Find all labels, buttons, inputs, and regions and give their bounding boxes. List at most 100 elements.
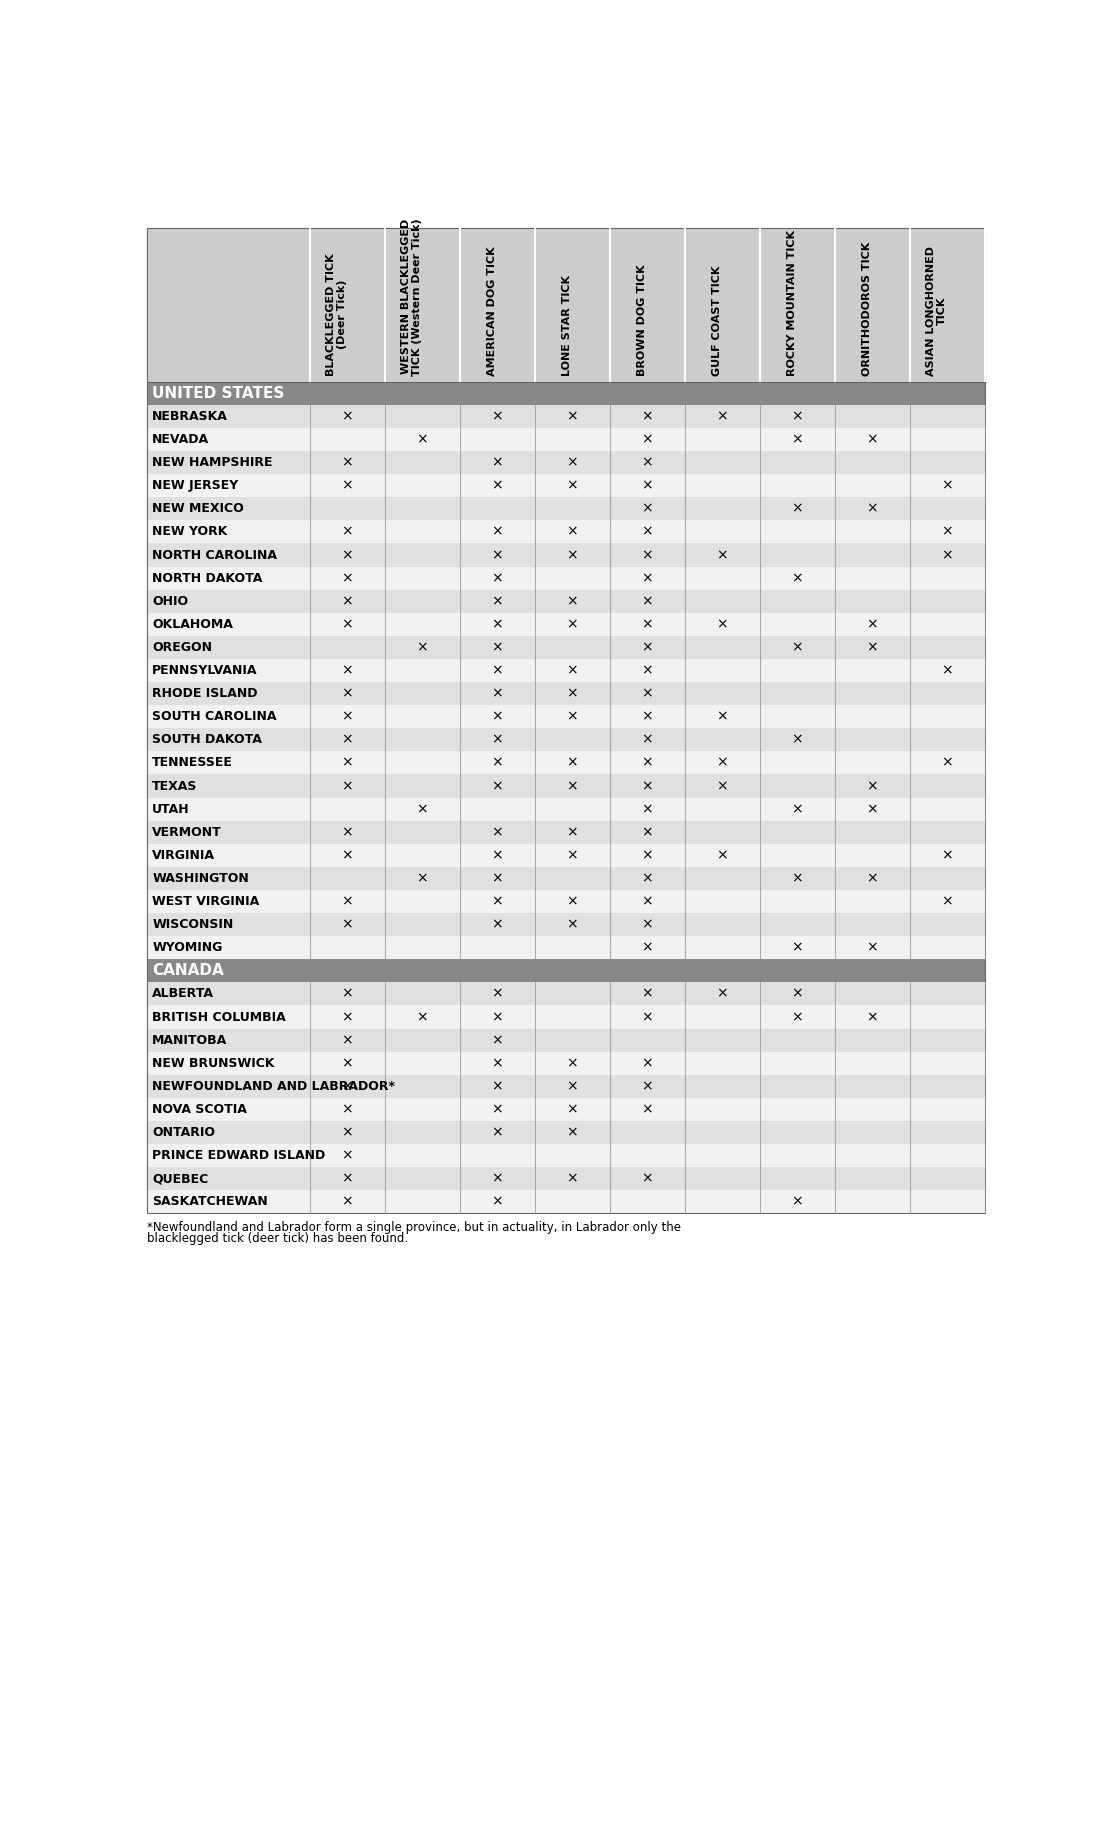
- Text: ×: ×: [491, 479, 503, 493]
- Text: WESTERN BLACKLEGGED
TICK (Western Deer Tick): WESTERN BLACKLEGGED TICK (Western Deer T…: [401, 218, 422, 376]
- Text: NEBRASKA: NEBRASKA: [152, 411, 228, 424]
- Text: ×: ×: [491, 664, 503, 677]
- Text: ×: ×: [642, 1011, 653, 1023]
- Text: ×: ×: [642, 710, 653, 724]
- Text: ×: ×: [566, 686, 578, 701]
- Bar: [146, 889, 984, 913]
- Text: ×: ×: [642, 503, 653, 515]
- Bar: [146, 1029, 984, 1051]
- Bar: [146, 983, 984, 1005]
- Text: ×: ×: [566, 525, 578, 539]
- Bar: [146, 798, 984, 820]
- Text: ×: ×: [416, 801, 428, 816]
- Text: ×: ×: [341, 686, 353, 701]
- Text: TEXAS: TEXAS: [152, 779, 198, 792]
- Text: ×: ×: [642, 895, 653, 908]
- Bar: [146, 381, 984, 405]
- Text: ×: ×: [491, 525, 503, 539]
- Text: ×: ×: [941, 895, 953, 908]
- Text: ×: ×: [566, 1172, 578, 1187]
- Bar: [146, 774, 984, 798]
- Text: MANITOBA: MANITOBA: [152, 1034, 228, 1047]
- Bar: [146, 475, 984, 497]
- Text: WEST VIRGINIA: WEST VIRGINIA: [152, 895, 260, 908]
- Text: ×: ×: [792, 987, 803, 1001]
- Text: ×: ×: [566, 455, 578, 470]
- Text: ×: ×: [866, 618, 877, 631]
- Bar: [146, 497, 984, 521]
- Text: ×: ×: [941, 525, 953, 539]
- Text: ×: ×: [566, 710, 578, 724]
- Text: SASKATCHEWAN: SASKATCHEWAN: [152, 1196, 269, 1209]
- Bar: [146, 867, 984, 889]
- Text: ×: ×: [491, 825, 503, 840]
- Text: ×: ×: [642, 1056, 653, 1071]
- Bar: [146, 613, 984, 636]
- Bar: [146, 1099, 984, 1121]
- Text: ×: ×: [792, 1011, 803, 1023]
- Text: ×: ×: [566, 849, 578, 862]
- Bar: [146, 1190, 984, 1214]
- Text: ×: ×: [491, 1194, 503, 1209]
- Text: ×: ×: [642, 779, 653, 792]
- Text: ×: ×: [491, 710, 503, 724]
- Text: PENNSYLVANIA: PENNSYLVANIA: [152, 664, 258, 677]
- Text: CANADA: CANADA: [152, 963, 225, 978]
- Text: NEW HAMPSHIRE: NEW HAMPSHIRE: [152, 457, 273, 470]
- Text: ×: ×: [491, 734, 503, 746]
- Text: ×: ×: [341, 618, 353, 631]
- Bar: [146, 706, 984, 728]
- Text: NEW MEXICO: NEW MEXICO: [152, 503, 244, 515]
- Text: ×: ×: [491, 686, 503, 701]
- Text: ×: ×: [642, 756, 653, 770]
- Text: UNITED STATES: UNITED STATES: [152, 385, 285, 402]
- Text: ORNITHODOROS TICK: ORNITHODOROS TICK: [862, 242, 872, 376]
- Text: ×: ×: [642, 433, 653, 446]
- Bar: [146, 752, 984, 774]
- Text: ×: ×: [341, 525, 353, 539]
- Text: ×: ×: [341, 594, 353, 609]
- Text: ×: ×: [491, 871, 503, 886]
- Text: ×: ×: [491, 1080, 503, 1093]
- Text: NOVA SCOTIA: NOVA SCOTIA: [152, 1102, 248, 1115]
- Bar: [146, 935, 984, 959]
- Text: ×: ×: [341, 1011, 353, 1023]
- Text: ×: ×: [566, 409, 578, 424]
- Text: ×: ×: [866, 1011, 877, 1023]
- Text: SOUTH DAKOTA: SOUTH DAKOTA: [152, 734, 262, 746]
- Text: ×: ×: [566, 1080, 578, 1093]
- Text: PRINCE EDWARD ISLAND: PRINCE EDWARD ISLAND: [152, 1150, 326, 1163]
- Text: NORTH DAKOTA: NORTH DAKOTA: [152, 572, 263, 585]
- Text: ×: ×: [491, 618, 503, 631]
- Text: NORTH CAROLINA: NORTH CAROLINA: [152, 548, 277, 561]
- Text: BROWN DOG TICK: BROWN DOG TICK: [637, 264, 647, 376]
- Bar: [146, 567, 984, 591]
- Bar: [146, 591, 984, 613]
- Text: ×: ×: [642, 1102, 653, 1117]
- Bar: [146, 636, 984, 658]
- Text: ×: ×: [717, 710, 728, 724]
- Bar: [146, 682, 984, 706]
- Text: ×: ×: [341, 1148, 353, 1163]
- Text: ×: ×: [491, 1172, 503, 1187]
- Text: ×: ×: [717, 779, 728, 792]
- Bar: [146, 451, 984, 475]
- Text: ×: ×: [866, 503, 877, 515]
- Text: VERMONT: VERMONT: [152, 825, 222, 838]
- Text: GULF COAST TICK: GULF COAST TICK: [712, 266, 722, 376]
- Text: ×: ×: [642, 525, 653, 539]
- Text: ASIAN LONGHORNED
TICK: ASIAN LONGHORNED TICK: [926, 246, 947, 376]
- Text: ×: ×: [491, 1102, 503, 1117]
- Text: VIRGINIA: VIRGINIA: [152, 849, 216, 862]
- Text: ×: ×: [792, 503, 803, 515]
- Text: ×: ×: [491, 455, 503, 470]
- Text: ×: ×: [642, 479, 653, 493]
- Text: ×: ×: [341, 734, 353, 746]
- Text: ×: ×: [566, 594, 578, 609]
- Text: ×: ×: [642, 594, 653, 609]
- Text: ×: ×: [341, 895, 353, 908]
- Text: ×: ×: [491, 917, 503, 932]
- Bar: [146, 1051, 984, 1075]
- Text: ×: ×: [341, 1126, 353, 1139]
- Text: ×: ×: [341, 779, 353, 792]
